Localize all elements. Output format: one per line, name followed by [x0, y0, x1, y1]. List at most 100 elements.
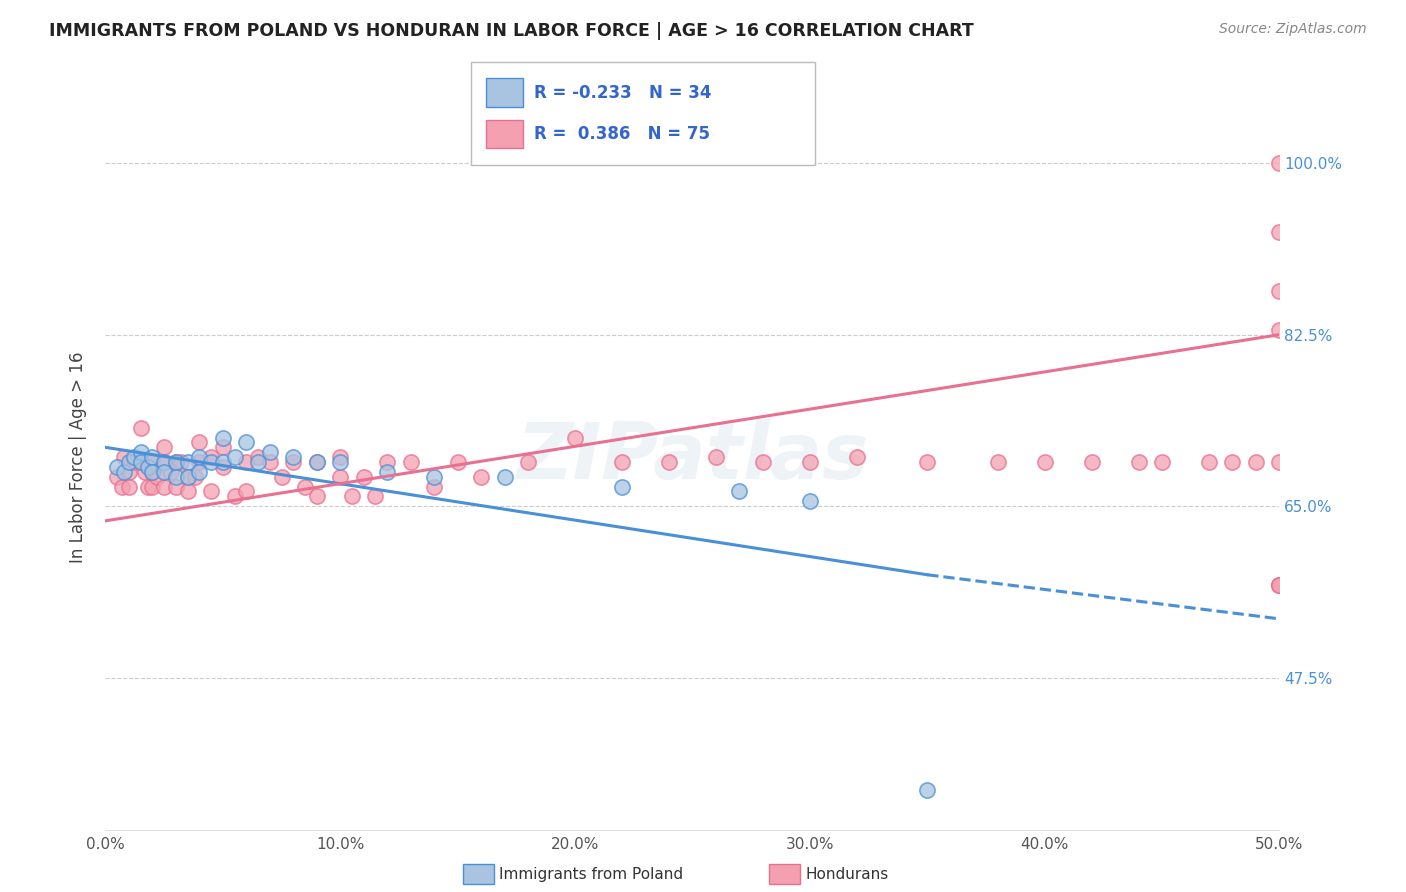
Point: [141, 479, 163, 493]
Point: [447, 455, 470, 469]
Point: [247, 450, 270, 464]
Point: [224, 489, 246, 503]
Point: [1268, 577, 1291, 591]
Point: [283, 455, 305, 469]
Point: [423, 479, 446, 493]
Point: [176, 455, 198, 469]
Point: [353, 469, 375, 483]
Point: [564, 431, 586, 445]
Point: [111, 479, 134, 493]
Point: [165, 455, 187, 469]
Point: [917, 455, 939, 469]
Point: [153, 441, 176, 455]
Point: [188, 455, 211, 469]
Point: [1268, 284, 1291, 298]
Point: [247, 455, 270, 469]
Point: [1033, 455, 1056, 469]
Point: [211, 455, 233, 469]
Point: [658, 455, 681, 469]
Point: [200, 455, 222, 469]
Point: [176, 484, 198, 499]
Point: [728, 484, 751, 499]
Point: [118, 455, 141, 469]
Point: [118, 479, 141, 493]
Point: [122, 455, 145, 469]
Point: [423, 469, 446, 483]
Point: [305, 455, 328, 469]
Point: [141, 465, 163, 479]
Point: [329, 469, 352, 483]
Point: [917, 783, 939, 797]
Point: [375, 455, 398, 469]
Point: [129, 445, 152, 459]
Point: [494, 469, 516, 483]
Text: Immigrants from Poland: Immigrants from Poland: [499, 867, 683, 881]
Point: [129, 455, 152, 469]
Point: [1244, 455, 1267, 469]
Point: [224, 450, 246, 464]
Point: [1268, 225, 1291, 239]
Point: [118, 465, 141, 479]
Point: [153, 479, 176, 493]
Text: Hondurans: Hondurans: [806, 867, 889, 881]
Point: [160, 465, 183, 479]
Point: [165, 469, 187, 483]
Point: [200, 450, 222, 464]
Point: [799, 455, 821, 469]
Point: [146, 469, 169, 483]
Point: [1198, 455, 1220, 469]
Point: [141, 450, 163, 464]
Point: [752, 455, 775, 469]
Point: [112, 465, 135, 479]
Point: [169, 455, 191, 469]
Point: [188, 435, 211, 450]
Point: [340, 489, 363, 503]
Text: ZIPatlas: ZIPatlas: [516, 419, 869, 495]
Point: [270, 469, 292, 483]
Point: [129, 421, 152, 435]
Point: [329, 450, 352, 464]
Point: [1222, 455, 1244, 469]
Point: [399, 455, 422, 469]
Point: [136, 479, 159, 493]
Point: [176, 469, 198, 483]
Point: [1268, 455, 1291, 469]
Point: [1268, 577, 1291, 591]
Point: [141, 455, 163, 469]
Point: [183, 469, 205, 483]
Point: [211, 431, 233, 445]
Point: [129, 455, 152, 469]
Point: [141, 465, 163, 479]
Point: [165, 479, 187, 493]
Text: Source: ZipAtlas.com: Source: ZipAtlas.com: [1219, 22, 1367, 37]
Point: [259, 445, 281, 459]
Text: R = -0.233   N = 34: R = -0.233 N = 34: [534, 84, 711, 102]
Point: [1128, 455, 1150, 469]
Point: [165, 455, 187, 469]
Point: [1268, 156, 1291, 170]
Point: [259, 455, 281, 469]
Point: [364, 489, 387, 503]
Y-axis label: In Labor Force | Age > 16: In Labor Force | Age > 16: [69, 351, 87, 563]
Point: [235, 484, 257, 499]
Point: [283, 450, 305, 464]
Point: [1268, 323, 1291, 337]
Point: [1268, 577, 1291, 591]
Point: [375, 465, 398, 479]
Text: IMMIGRANTS FROM POLAND VS HONDURAN IN LABOR FORCE | AGE > 16 CORRELATION CHART: IMMIGRANTS FROM POLAND VS HONDURAN IN LA…: [49, 22, 974, 40]
Text: R =  0.386   N = 75: R = 0.386 N = 75: [534, 125, 710, 143]
Point: [845, 450, 868, 464]
Point: [517, 455, 540, 469]
Point: [1150, 455, 1173, 469]
Point: [105, 469, 128, 483]
Point: [305, 489, 328, 503]
Point: [188, 465, 211, 479]
Point: [235, 455, 257, 469]
Point: [200, 484, 222, 499]
Point: [610, 479, 633, 493]
Point: [153, 455, 176, 469]
Point: [235, 435, 257, 450]
Point: [112, 450, 135, 464]
Point: [987, 455, 1010, 469]
Point: [153, 465, 176, 479]
